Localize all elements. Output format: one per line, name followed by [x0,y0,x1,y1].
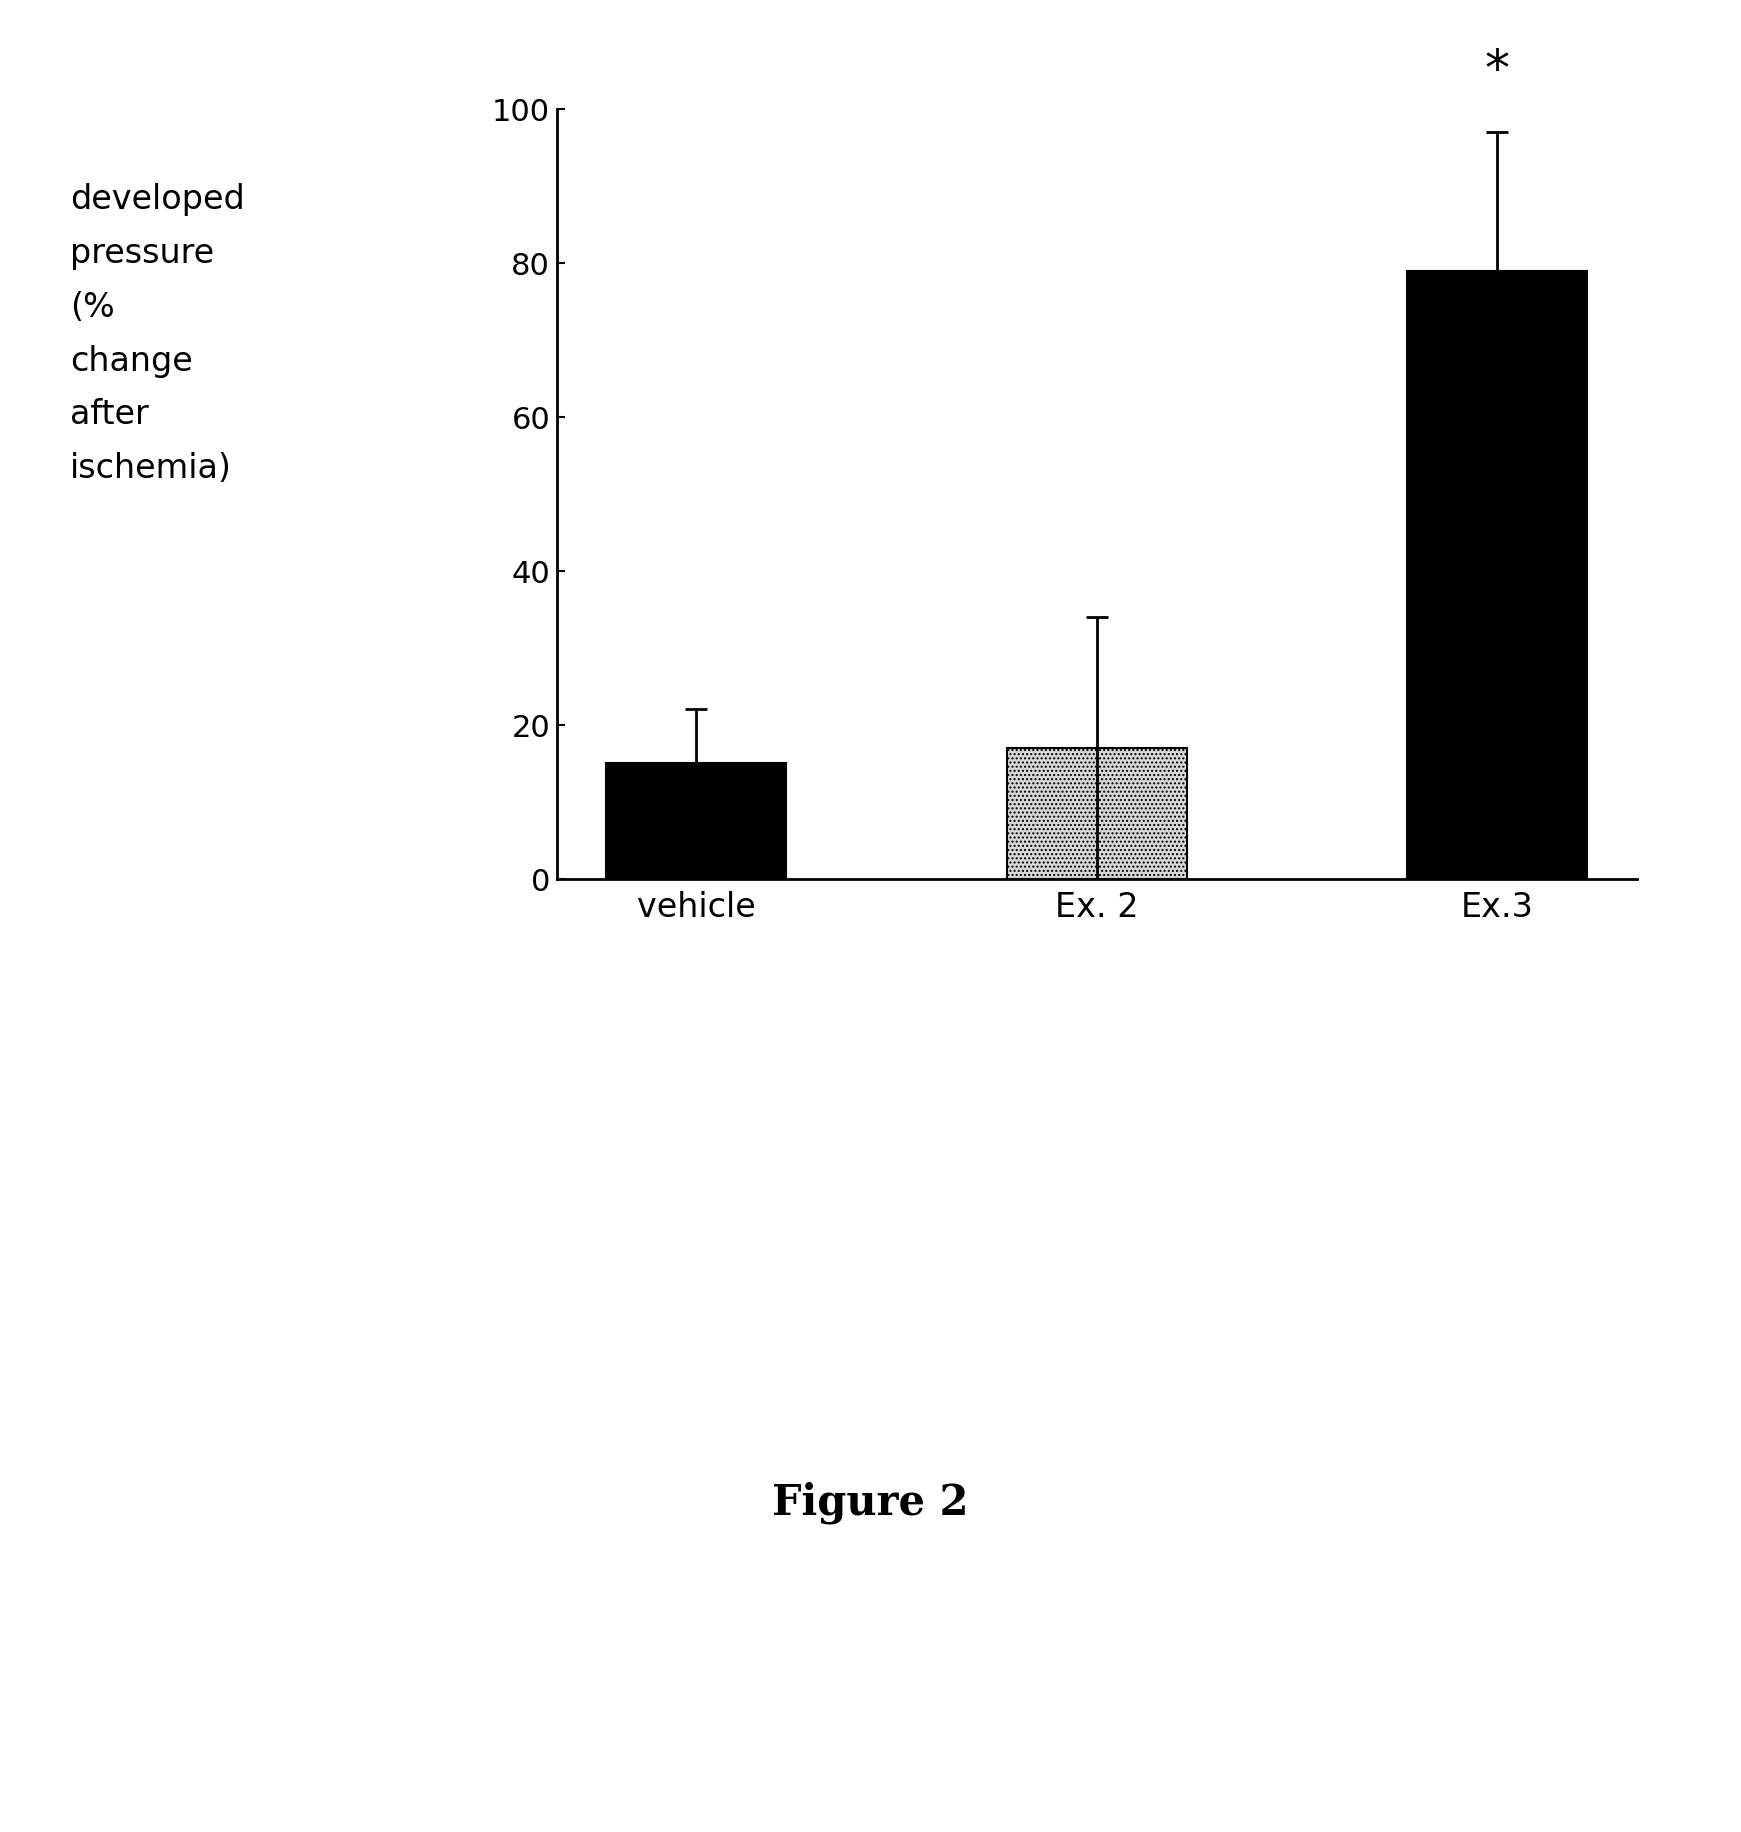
Text: developed
pressure
(%
change
after
ischemia): developed pressure (% change after ische… [70,183,244,485]
Text: *: * [1485,46,1509,95]
Bar [606,764,787,879]
Text: Figure 2: Figure 2 [773,1480,968,1524]
Bar [1407,271,1588,879]
Bar [1006,749,1187,879]
